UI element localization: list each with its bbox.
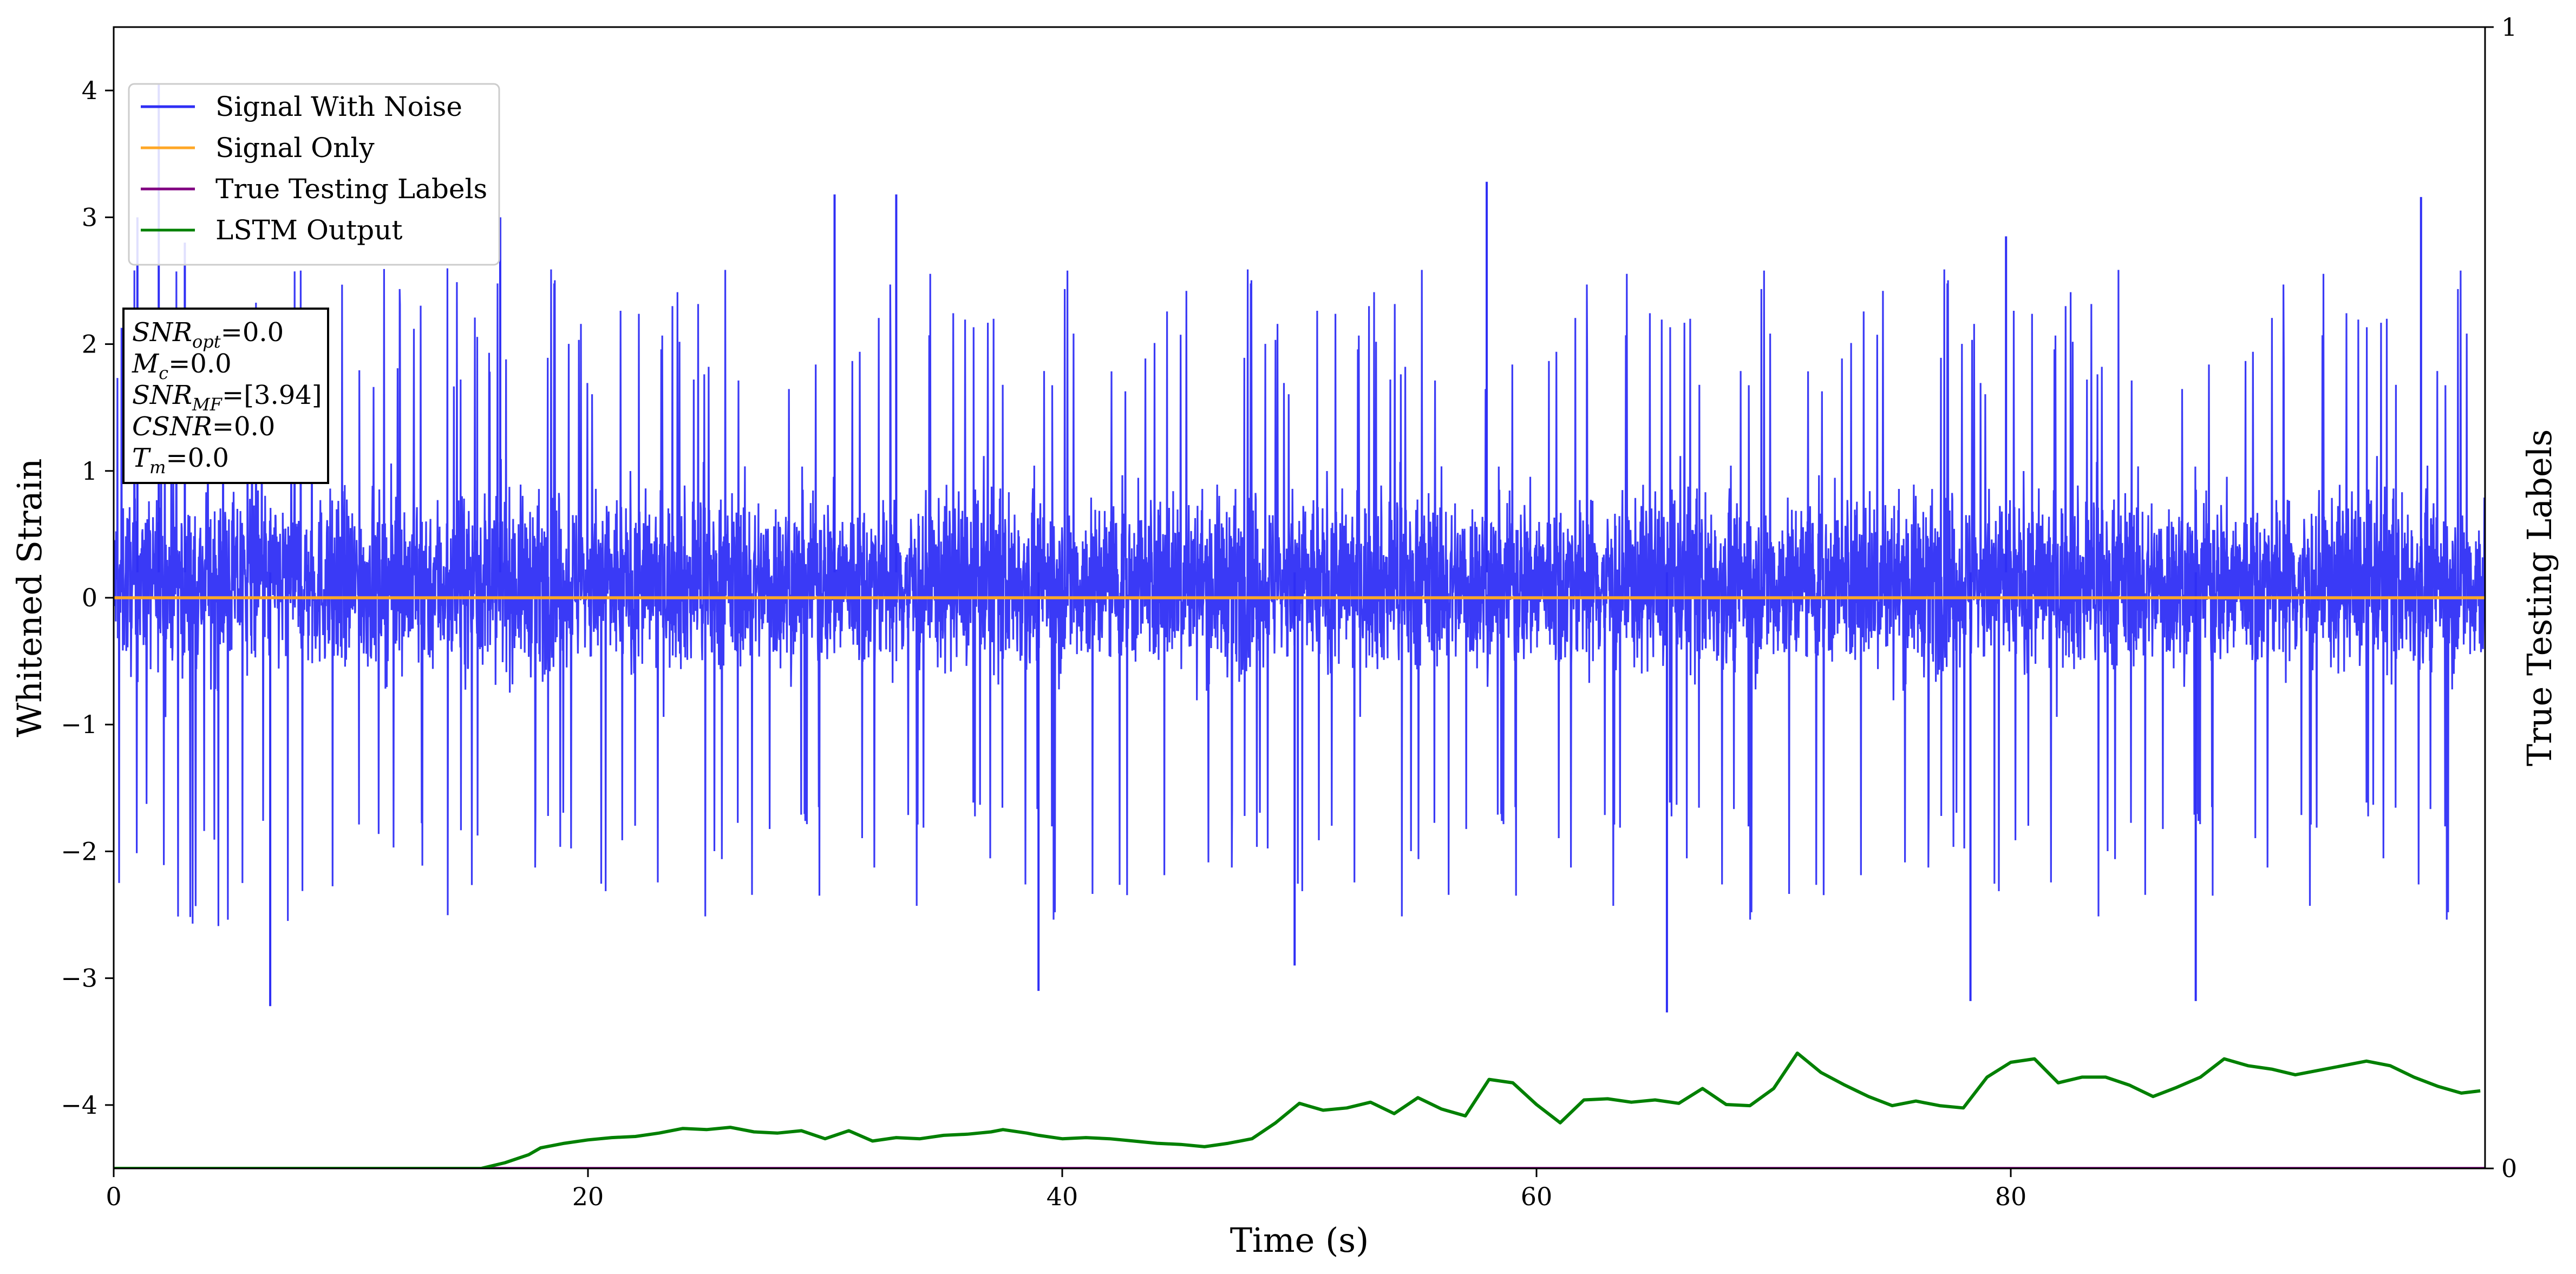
series-lstm-output <box>114 1051 2481 1168</box>
y-tick-label: 0 <box>82 583 97 612</box>
snr-annotation-box: SNRopt=0.0Mc=0.0SNRMF=[3.94]CSNR=0.0Tm=0… <box>122 308 329 484</box>
legend-entry-noise: Signal With Noise <box>215 91 462 122</box>
y-tick-label: 4 <box>82 76 97 105</box>
annotation-row: Tm=0.0 <box>132 443 229 478</box>
annotation-row: CSNR=0.0 <box>132 411 275 442</box>
annotation-frame <box>122 308 329 484</box>
y-tick-label: 1 <box>82 456 97 486</box>
x-axis-label: Time (s) <box>1230 1220 1369 1260</box>
legend-entry-labels: True Testing Labels <box>215 173 487 205</box>
y-tick-label: −4 <box>61 1090 97 1120</box>
x-tick-label: 0 <box>106 1182 121 1211</box>
annotation-row: SNRMF=[3.94] <box>132 380 322 415</box>
annotation-row: Mc=0.0 <box>132 349 232 383</box>
series-signal-with-noise <box>114 268 2485 926</box>
legend-frame <box>128 83 500 266</box>
x-tick-label: 20 <box>572 1182 604 1211</box>
x-tick-label: 40 <box>1047 1182 1078 1211</box>
y2-tick-label: 0 <box>2501 1154 2517 1183</box>
x-tick-label: 60 <box>1521 1182 1553 1211</box>
annotation-row: SNRopt=0.0 <box>132 317 284 352</box>
y-tick-label: −3 <box>61 964 97 993</box>
y-axis-label: Whitened Strain <box>10 459 49 737</box>
line-series <box>114 596 2485 1168</box>
tick-labels: 0 20 40 60 80 4 3 2 1 0 −1 −2 −3 −4 1 0 <box>61 12 2517 1211</box>
axis-labels: Time (s) Whitened Strain True Testing La… <box>10 429 2559 1260</box>
legend-entry-signal: Signal Only <box>215 132 375 164</box>
y-tick-label: −1 <box>61 710 97 739</box>
legend-entry-lstm: LSTM Output <box>215 214 402 246</box>
y-tick-label: −2 <box>61 837 97 866</box>
legend: Signal With Noise Signal Only True Testi… <box>128 83 500 266</box>
x-tick-label: 80 <box>1995 1182 2027 1211</box>
y-tick-label: 2 <box>82 330 97 359</box>
y2-tick-label: 1 <box>2501 12 2517 42</box>
y2-axis-label: True Testing Labels <box>2520 429 2559 767</box>
y-tick-label: 3 <box>82 202 97 232</box>
